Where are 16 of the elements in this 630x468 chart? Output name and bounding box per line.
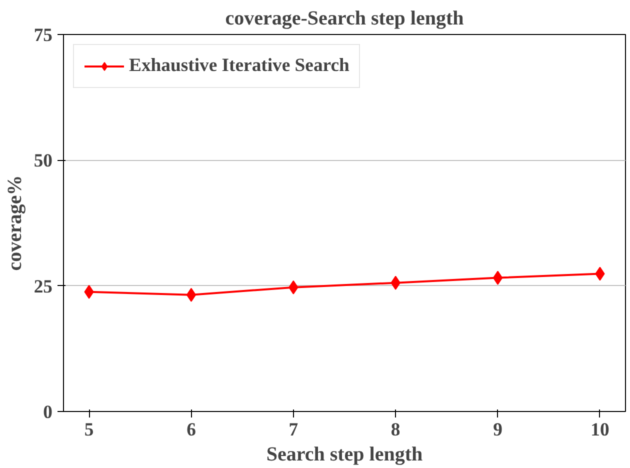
x-tick-label: 9 <box>493 420 502 440</box>
point <box>186 288 196 302</box>
x-tick-label: 8 <box>390 420 400 440</box>
x-tick-label: 6 <box>186 420 196 440</box>
y-tick-label: 0 <box>43 402 52 423</box>
x-tick-label: 10 <box>590 420 610 440</box>
y-tick-label: 50 <box>34 150 52 172</box>
x-tick-label: 7 <box>288 420 298 440</box>
chart-title: coverage-Search step length <box>225 8 464 30</box>
x-axis-title: Search step length <box>266 444 423 466</box>
legend-label: Exhaustive Iterative Search <box>129 55 350 77</box>
x-tick-label: 5 <box>84 420 94 440</box>
point <box>492 270 503 285</box>
y-tick-label: 25 <box>34 276 52 298</box>
y-tick-label: 75 <box>34 25 52 46</box>
y-axis-title: coverage% <box>4 175 26 271</box>
